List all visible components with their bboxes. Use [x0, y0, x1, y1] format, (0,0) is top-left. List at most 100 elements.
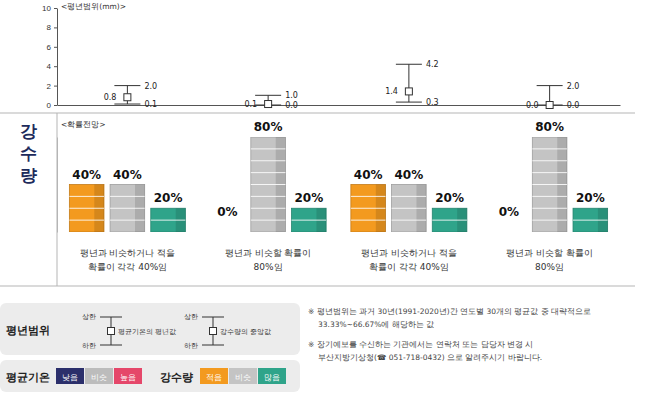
chart-title: <평년범위(mm)>	[61, 2, 126, 11]
bar	[392, 185, 427, 233]
bar-brick-line	[532, 220, 567, 221]
tick: 4	[47, 62, 57, 71]
category-label-line: 80%임	[254, 262, 283, 272]
tick-label: 4	[47, 62, 52, 71]
value-label: 40%	[395, 168, 424, 182]
category-label: 평년과 비슷하거나 적을확률이 각각 40%임	[80, 248, 176, 272]
tick-label: 6	[47, 43, 52, 52]
legend-label: 평균기온의 평년값	[118, 328, 176, 336]
category-label: 평년과 비슷하거나 적을확률이 각각 40%임	[361, 248, 457, 272]
tick-mark	[54, 47, 57, 48]
side-label-char: 수	[20, 143, 37, 163]
bar-brick-line	[532, 184, 567, 185]
bar-brick-line	[532, 172, 567, 173]
legend-swatch	[114, 368, 142, 384]
bar-brick-line	[392, 220, 427, 221]
bar-brick-line	[532, 160, 567, 161]
range-upper-cap	[537, 85, 563, 86]
bar-brick-line	[392, 196, 427, 197]
category-label-line: 평년과 비슷할 확률이	[506, 248, 593, 258]
category-label-line: 80%임	[535, 262, 564, 272]
legend-entry: 높음	[120, 373, 136, 382]
legend-marker	[210, 328, 217, 335]
legend-title: 평균기온	[6, 371, 50, 384]
legend-swatch	[56, 368, 84, 384]
side-label: 강수량	[20, 121, 37, 185]
chart-svg: 강수량0246810<평년범위(mm)>0.82.00.10.11.00.01.…	[0, 0, 653, 393]
legend-title: 평년범위	[6, 324, 50, 337]
bar-brick-line	[69, 220, 104, 221]
note-line: ※ 장기예보를 수신하는 기관에서는 연락처 또는 담당자 변경 시	[308, 340, 533, 349]
bar	[292, 208, 327, 232]
bar-brick-line	[251, 184, 286, 185]
probability-chart: <확률전망>40%0%40%0%40%80%40%80%20%20%20%20%…	[57, 120, 608, 272]
median-marker	[265, 101, 272, 108]
legend-upper: 상한	[82, 313, 96, 321]
note-line: ※ 평년범위는 과거 30년(1991-2020년)간 연도별 30개의 평균값…	[308, 307, 591, 316]
bar	[432, 208, 467, 232]
value-label: 20%	[294, 191, 323, 205]
y-axis	[57, 138, 59, 233]
tick-label: 0	[47, 101, 52, 110]
bar	[532, 137, 567, 232]
bar-brick-line	[532, 148, 567, 149]
bar-brick-line	[351, 220, 386, 221]
value-label: 20%	[154, 191, 183, 205]
tick-label: 8	[47, 23, 52, 32]
bar	[351, 185, 386, 233]
value-label: 40%	[354, 168, 383, 182]
range-upper-cap	[255, 95, 281, 96]
bar	[69, 185, 104, 233]
value-label: 0.1	[244, 100, 257, 109]
legend-swatch	[229, 368, 257, 384]
category-label-line: 평년과 비슷할 확률이	[225, 248, 312, 258]
side-label-char: 량	[20, 165, 37, 185]
median-marker	[546, 102, 553, 109]
category-label: 평년과 비슷할 확률이 80%임	[506, 248, 593, 272]
upper-label: 1.0	[285, 91, 298, 100]
bar-brick-line	[69, 196, 104, 197]
bar-brick-line	[392, 208, 427, 209]
bar-brick-line	[151, 220, 186, 221]
value-label: 40%	[113, 168, 142, 182]
value-label: 20%	[576, 191, 605, 205]
bar-brick-line	[110, 208, 145, 209]
bar-brick-line	[69, 208, 104, 209]
range-upper-cap	[396, 64, 422, 65]
legend-entry: 비슷	[235, 373, 251, 382]
tick: 2	[47, 82, 57, 91]
chart-title: <확률전망>	[61, 120, 106, 129]
median-marker	[405, 88, 412, 95]
note-line: 부산지방기상청(☎ 051-718-0432) 으로 알려주시기 바랍니다.	[318, 353, 542, 362]
tick-mark	[54, 86, 57, 87]
legend-box	[0, 360, 300, 392]
legend-title: 강수량	[160, 371, 193, 384]
bar-brick-line	[251, 160, 286, 161]
value-label: 80%	[535, 120, 564, 134]
lower-label: 0.0	[285, 101, 298, 110]
median-marker	[124, 94, 131, 101]
bar	[210, 232, 245, 233]
upper-label: 4.2	[426, 60, 439, 69]
value-label: 80%	[254, 120, 283, 134]
range-lower-cap	[396, 102, 422, 103]
tick: 8	[47, 23, 57, 32]
legend-swatch	[85, 368, 113, 384]
category-label-line: 확률이 각각 40%임	[369, 262, 449, 272]
bar	[151, 208, 186, 232]
bar-brick-line	[351, 208, 386, 209]
value-label: 0.8	[104, 93, 117, 102]
bar	[492, 232, 527, 233]
bar-brick-line	[251, 172, 286, 173]
legend-swatch	[200, 368, 228, 384]
category-label-line: 확률이 각각 40%임	[88, 262, 168, 272]
bar	[110, 185, 145, 233]
legend-marker	[108, 328, 115, 335]
tick-mark	[54, 27, 57, 28]
bar	[573, 208, 608, 232]
bar-brick-line	[292, 220, 327, 221]
tick-mark	[54, 105, 57, 106]
bar-brick-line	[110, 220, 145, 221]
lower-label: 0.0	[567, 101, 580, 110]
legend-entry: 많음	[264, 373, 280, 382]
